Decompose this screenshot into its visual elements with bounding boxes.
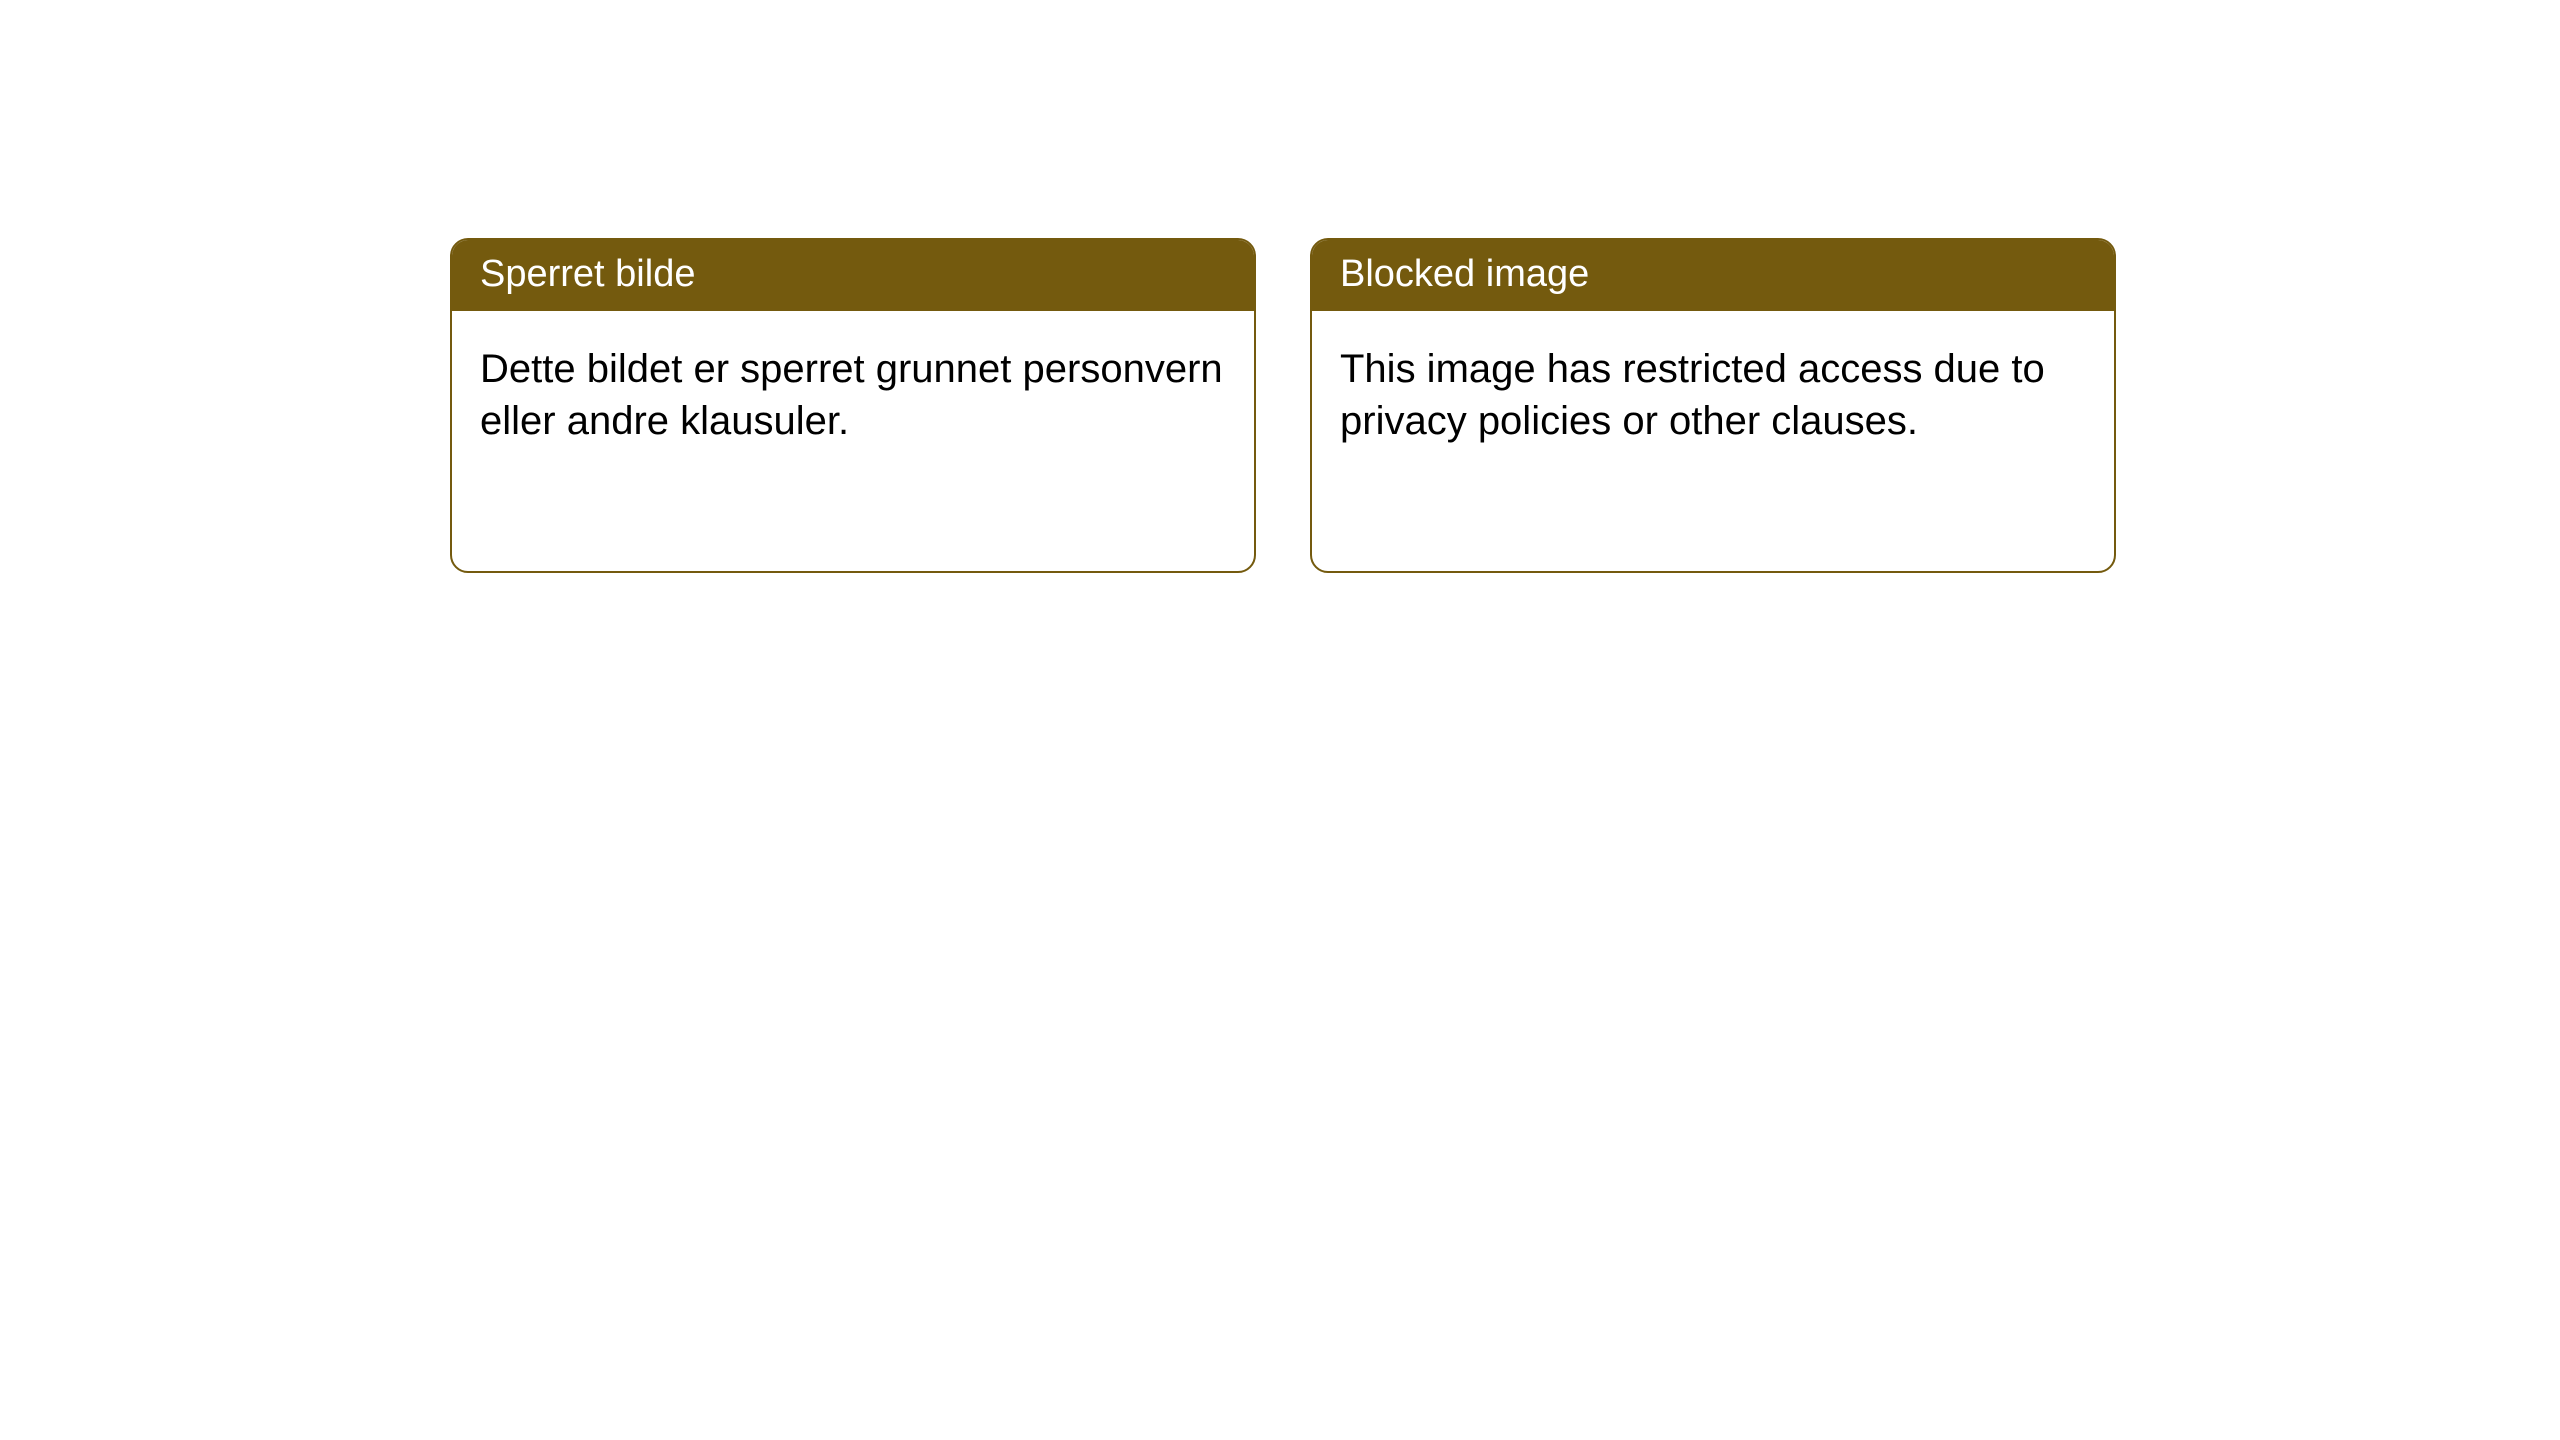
card-header-no: Sperret bilde bbox=[452, 240, 1254, 311]
card-body-text: Dette bildet er sperret grunnet personve… bbox=[480, 347, 1223, 443]
card-body-text: This image has restricted access due to … bbox=[1340, 347, 2045, 443]
card-body-en: This image has restricted access due to … bbox=[1312, 311, 2114, 467]
notice-card-no: Sperret bilde Dette bildet er sperret gr… bbox=[450, 238, 1256, 573]
card-body-no: Dette bildet er sperret grunnet personve… bbox=[452, 311, 1254, 467]
card-header-text: Sperret bilde bbox=[480, 253, 695, 295]
notice-card-en: Blocked image This image has restricted … bbox=[1310, 238, 2116, 573]
card-header-text: Blocked image bbox=[1340, 253, 1589, 295]
card-header-en: Blocked image bbox=[1312, 240, 2114, 311]
notice-cards-container: Sperret bilde Dette bildet er sperret gr… bbox=[450, 238, 2116, 573]
